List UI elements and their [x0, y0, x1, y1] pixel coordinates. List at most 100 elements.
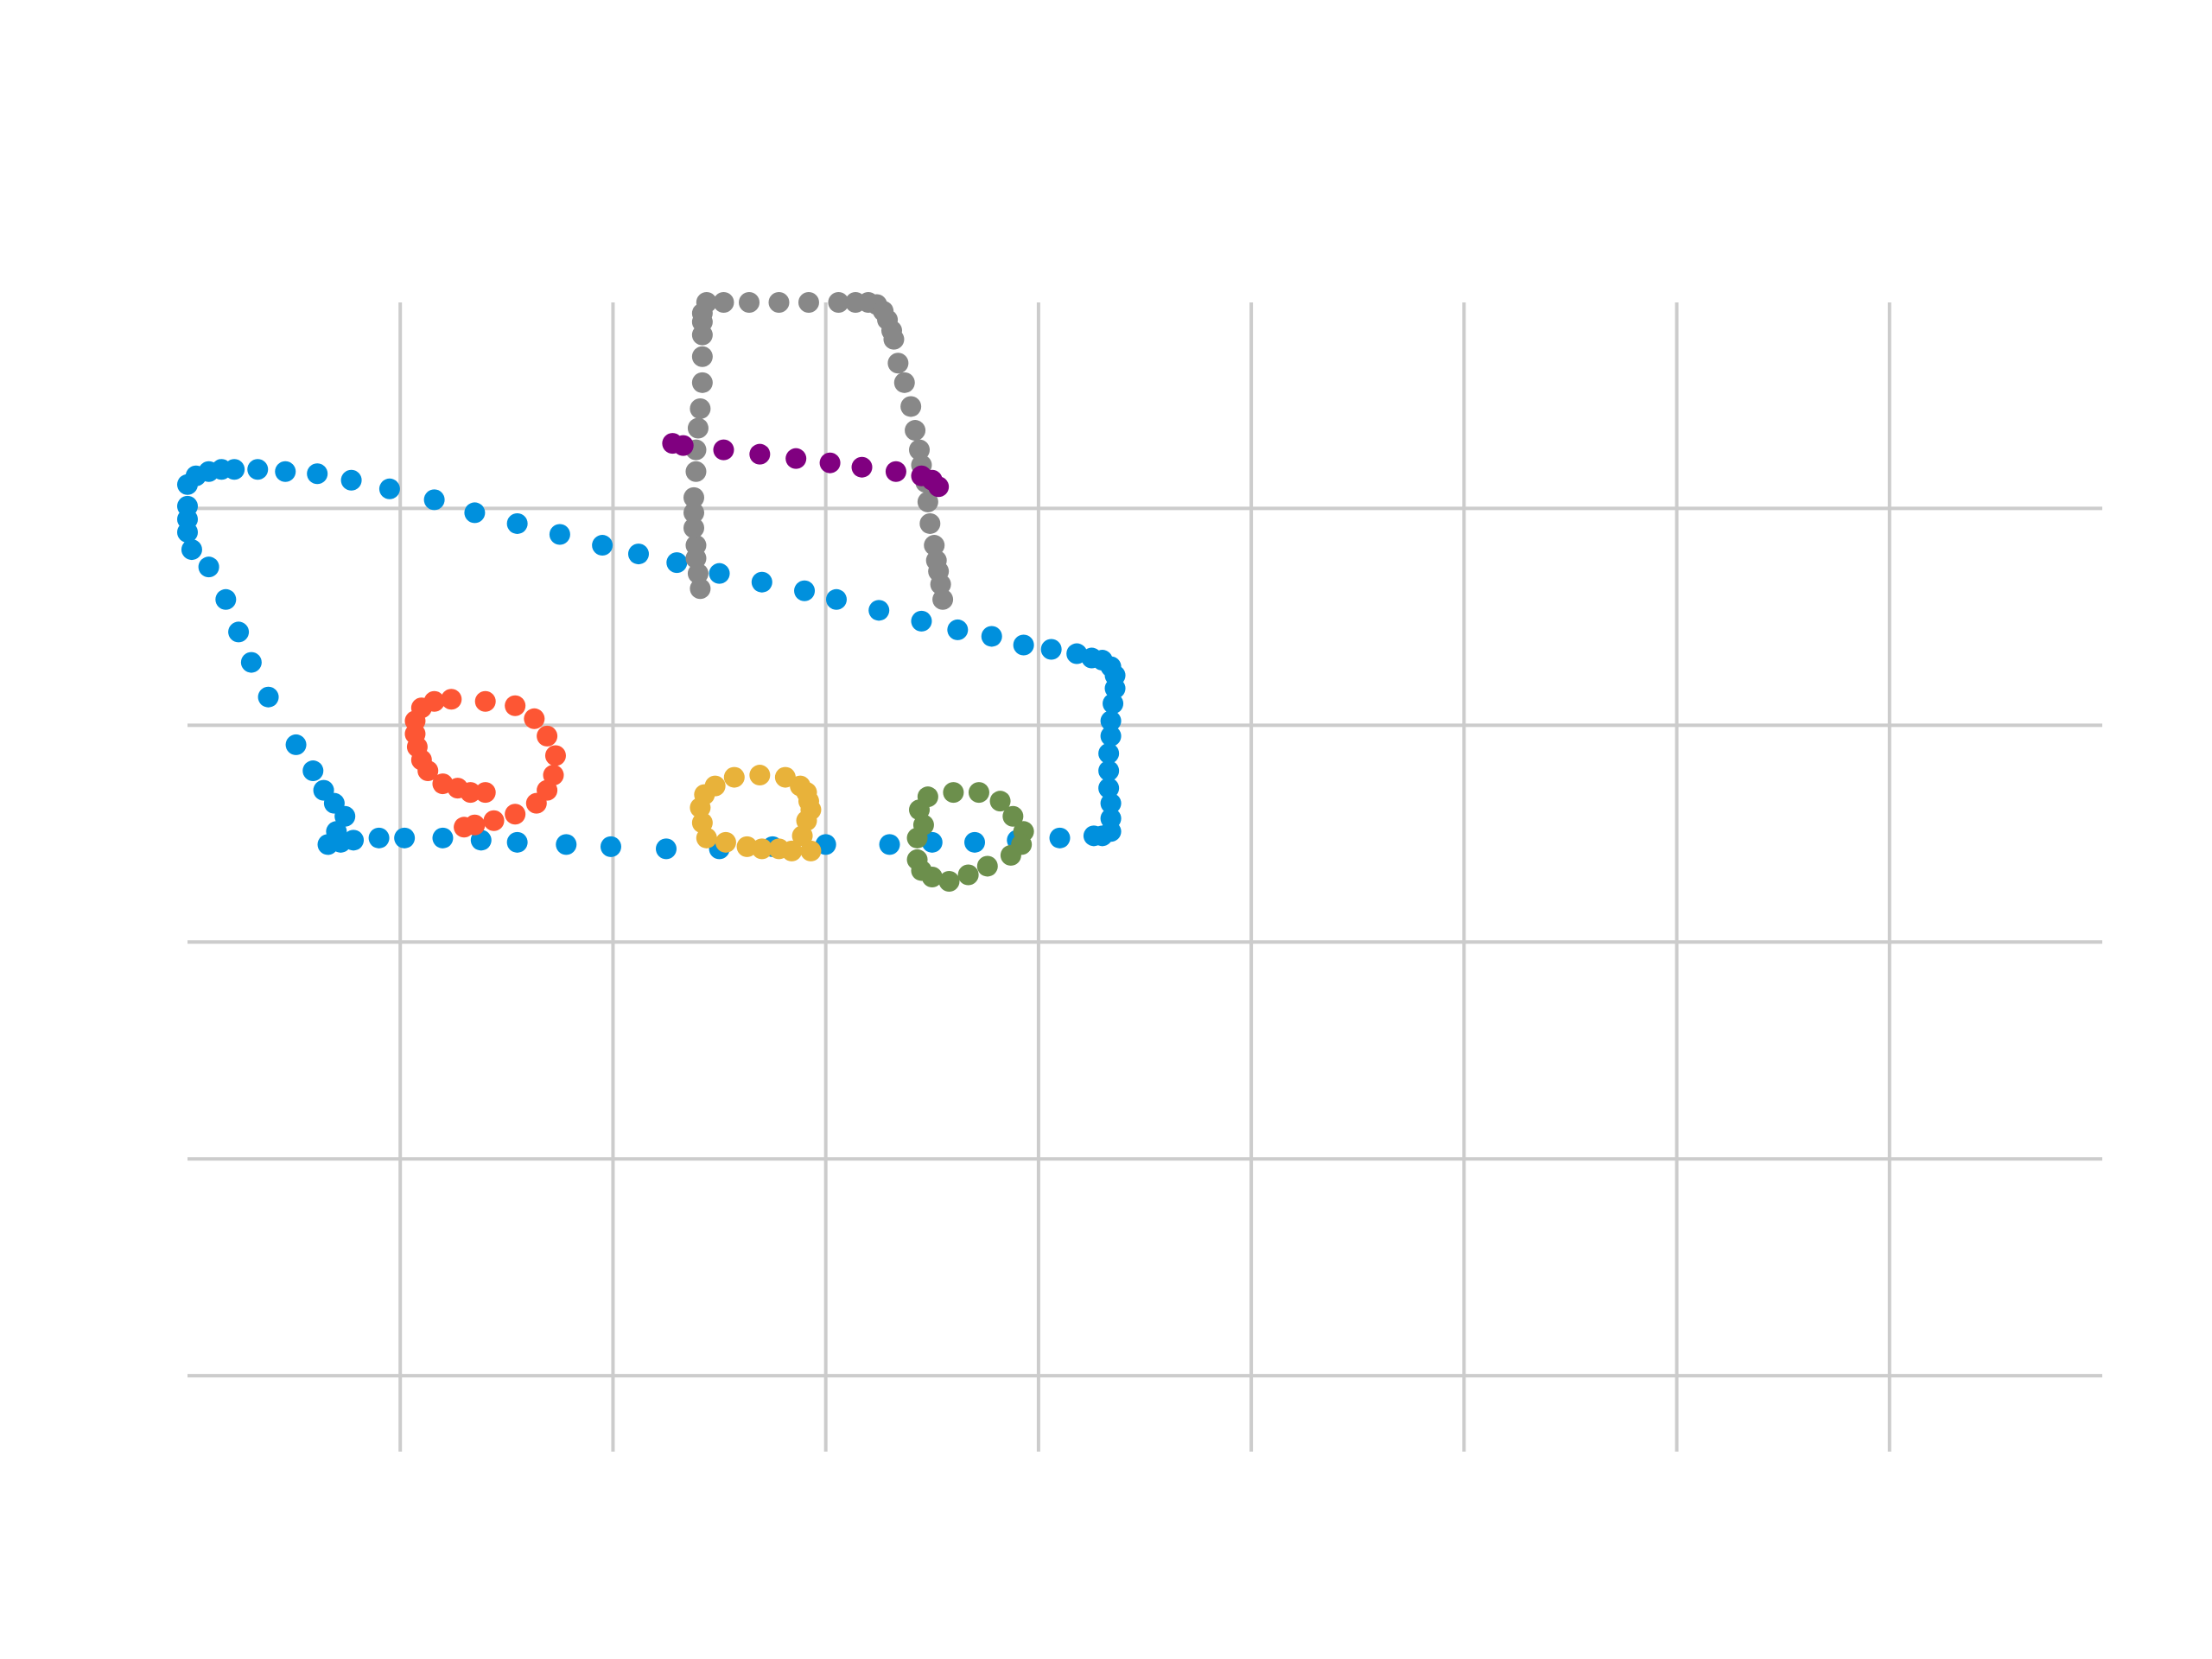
data-point: [1103, 693, 1124, 715]
data-point: [1098, 760, 1120, 782]
data-point: [474, 690, 496, 712]
series-2: [662, 433, 950, 498]
data-point: [683, 517, 705, 538]
data-point: [307, 463, 328, 485]
data-point: [768, 838, 790, 860]
data-point: [537, 725, 558, 747]
data-point: [592, 535, 613, 556]
data-point: [378, 478, 400, 499]
data-point: [851, 456, 873, 478]
data-point: [1049, 827, 1071, 849]
data-point: [257, 686, 279, 708]
data-point: [544, 745, 566, 766]
data-point: [394, 827, 416, 849]
data-point: [177, 495, 198, 517]
data-point: [506, 831, 528, 853]
data-point: [556, 834, 577, 855]
data-point: [800, 840, 822, 861]
data-point: [302, 760, 324, 782]
data-point: [368, 827, 390, 849]
data-point: [1100, 792, 1122, 814]
series-4: [690, 765, 822, 861]
data-point: [524, 708, 545, 729]
data-point: [798, 292, 819, 313]
data-point: [690, 397, 711, 419]
plot-area: [177, 292, 1126, 893]
data-point: [228, 621, 250, 643]
data-point: [666, 552, 688, 574]
data-point: [691, 372, 713, 393]
data-point: [976, 855, 998, 877]
data-point: [883, 328, 905, 350]
data-point: [924, 535, 945, 556]
data-point: [932, 588, 954, 610]
data-point: [1040, 639, 1062, 660]
data-point: [715, 831, 736, 853]
data-point: [928, 476, 950, 498]
data-point: [1104, 677, 1126, 699]
data-point: [683, 502, 705, 524]
data-point: [687, 563, 709, 584]
data-point: [549, 524, 570, 545]
data-point: [181, 539, 202, 561]
data-point: [825, 588, 847, 610]
data-point: [906, 849, 928, 870]
data-point: [1098, 742, 1120, 764]
data-point: [1100, 725, 1122, 747]
data-point: [600, 836, 621, 857]
data-point: [736, 836, 758, 857]
data-point: [1083, 825, 1104, 847]
data-point: [905, 420, 926, 442]
data-point: [691, 346, 713, 367]
data-point: [483, 810, 505, 831]
data-point: [1100, 710, 1122, 732]
data-point: [938, 871, 960, 893]
data-point: [543, 765, 564, 786]
data-point: [1000, 844, 1021, 866]
data-point: [672, 435, 694, 456]
data-point: [704, 775, 726, 797]
data-point: [505, 695, 526, 716]
data-point: [751, 571, 772, 593]
data-point: [340, 469, 362, 491]
data-point: [313, 779, 334, 801]
data-point: [417, 760, 439, 782]
data-point: [930, 574, 951, 595]
data-point: [691, 812, 713, 834]
data-point: [911, 610, 932, 632]
data-point: [879, 834, 900, 855]
data-point: [474, 782, 496, 804]
data-point: [690, 578, 711, 600]
data-point: [215, 588, 237, 610]
data-point: [968, 782, 989, 804]
data-point: [275, 461, 296, 482]
data-point: [1013, 634, 1034, 656]
data-point: [828, 292, 849, 313]
data-point: [224, 459, 245, 480]
data-point: [981, 626, 1002, 647]
data-point: [885, 461, 906, 482]
data-point: [739, 292, 760, 313]
data-point: [460, 782, 481, 804]
data-point: [423, 489, 445, 511]
data-point: [768, 292, 790, 313]
data-point: [943, 782, 964, 804]
data-point: [887, 353, 909, 374]
data-point: [687, 417, 709, 439]
data-point: [900, 396, 922, 417]
grid: [188, 302, 2102, 1452]
data-point: [947, 619, 969, 640]
data-point: [683, 486, 705, 508]
data-point: [964, 831, 986, 853]
data-point: [791, 825, 813, 847]
data-point: [713, 292, 734, 313]
data-point: [627, 543, 649, 565]
data-point: [909, 439, 931, 461]
data-point: [794, 580, 816, 601]
data-point: [685, 461, 707, 482]
data-point: [749, 443, 771, 465]
data-point: [713, 439, 734, 461]
data-point: [1098, 778, 1120, 799]
data-point: [441, 689, 462, 710]
data-point: [696, 292, 717, 313]
